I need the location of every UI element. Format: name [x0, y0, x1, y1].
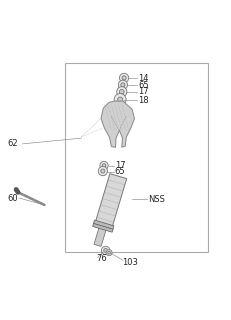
- Circle shape: [102, 164, 105, 167]
- Text: 18: 18: [137, 96, 148, 105]
- Circle shape: [119, 89, 124, 94]
- Circle shape: [99, 161, 108, 170]
- Text: 60: 60: [8, 194, 18, 203]
- Circle shape: [118, 80, 127, 89]
- Circle shape: [122, 76, 126, 80]
- Circle shape: [101, 246, 109, 254]
- Text: 17: 17: [137, 87, 148, 96]
- Polygon shape: [94, 174, 126, 228]
- Circle shape: [100, 169, 104, 173]
- Polygon shape: [92, 223, 112, 232]
- Circle shape: [116, 87, 126, 97]
- Bar: [65, 63, 207, 252]
- Text: 14: 14: [137, 74, 148, 83]
- Text: NSS: NSS: [148, 195, 164, 204]
- Text: 17: 17: [114, 161, 125, 170]
- Circle shape: [106, 250, 112, 256]
- Circle shape: [117, 97, 122, 102]
- Circle shape: [114, 93, 126, 106]
- Circle shape: [119, 73, 128, 83]
- Circle shape: [107, 251, 110, 254]
- Circle shape: [98, 166, 107, 176]
- Text: 76: 76: [96, 254, 107, 263]
- Text: 65: 65: [137, 81, 148, 90]
- Text: 103: 103: [121, 258, 137, 267]
- Polygon shape: [94, 225, 106, 246]
- Text: 65: 65: [114, 167, 125, 176]
- Polygon shape: [100, 101, 134, 147]
- Text: 62: 62: [8, 139, 18, 148]
- Polygon shape: [93, 220, 113, 229]
- Circle shape: [120, 83, 125, 87]
- Circle shape: [103, 249, 107, 252]
